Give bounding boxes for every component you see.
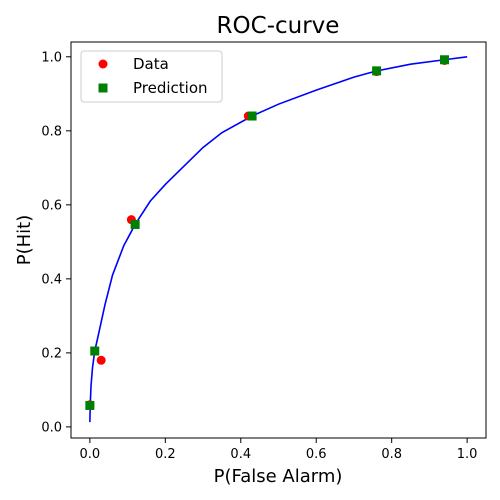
prediction-point [85, 400, 95, 410]
legend-data-label: Data [133, 55, 169, 73]
x-tick-label: 0.4 [230, 447, 251, 462]
legend-data-marker [98, 59, 108, 69]
roc-curve-line [89, 56, 468, 423]
plot-area [70, 41, 487, 439]
x-axis-ticks: 0.0 0.2 0.4 0.6 0.8 1.0 [80, 438, 478, 462]
prediction-point [372, 66, 382, 76]
y-tick-label: 0.4 [41, 272, 62, 287]
x-tick-label: 0.8 [381, 447, 402, 462]
x-axis-label: P(False Alarm) [214, 466, 343, 487]
y-tick-label: 1.0 [41, 50, 62, 65]
legend: Data Prediction [80, 50, 223, 103]
y-tick-label: 0.0 [41, 420, 62, 435]
legend-box [80, 50, 223, 103]
data-point [96, 355, 106, 365]
prediction-point [90, 346, 100, 356]
y-axis-ticks: 0.0 0.2 0.4 0.6 0.8 1.0 [41, 50, 71, 435]
legend-prediction-marker [98, 83, 108, 93]
y-tick-label: 0.2 [41, 346, 62, 361]
y-tick-label: 0.8 [41, 124, 62, 139]
y-axis-label: P(Hit) [14, 215, 35, 266]
prediction-point [130, 219, 140, 229]
chart-title: ROC-curve [217, 13, 340, 39]
x-tick-label: 0.0 [80, 447, 101, 462]
x-tick-label: 0.2 [155, 447, 176, 462]
y-tick-label: 0.6 [41, 198, 62, 213]
x-tick-label: 1.0 [457, 447, 478, 462]
prediction-point [440, 55, 449, 65]
prediction-markers [85, 55, 449, 410]
x-tick-label: 0.6 [306, 447, 327, 462]
legend-prediction-label: Prediction [133, 79, 208, 97]
plot-background [71, 42, 486, 438]
prediction-point [247, 111, 257, 121]
plot-frame [70, 41, 487, 439]
